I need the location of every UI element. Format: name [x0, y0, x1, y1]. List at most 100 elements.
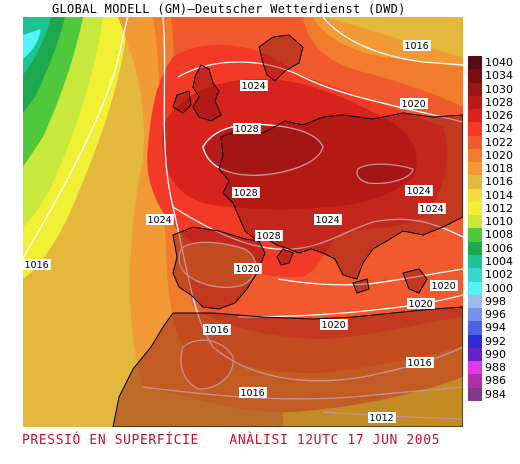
legend-swatch	[468, 361, 482, 375]
legend-swatch	[468, 321, 482, 335]
iberian-peninsula	[172, 226, 266, 310]
legend-row: 1000	[468, 281, 518, 295]
svg-text:1016: 1016	[408, 358, 432, 369]
pressure-legend: 1040 1034 1030 1028 1026 1024 1022 1020 1018 1016…	[468, 56, 518, 401]
legend-swatch	[468, 281, 482, 295]
field-1004	[23, 17, 51, 75]
isobar-label: 1016	[406, 357, 434, 369]
legend-row: 1020	[468, 148, 518, 163]
legend-swatch	[468, 69, 482, 83]
legend-swatch	[468, 374, 482, 388]
legend-swatch	[468, 268, 482, 282]
legend-label: 998	[485, 294, 506, 308]
legend-row: 984	[468, 387, 518, 401]
legend-swatch	[468, 294, 482, 309]
legend-swatch	[468, 95, 482, 110]
isobar-labels: 1016 1024 1020 1028 1028 1024 1024 1024 1028 1024…	[23, 40, 458, 424]
isobars	[23, 17, 463, 420]
legend-swatch	[468, 188, 482, 202]
legend-row: 1028	[468, 95, 518, 110]
svg-text:1016: 1016	[25, 260, 49, 271]
legend-row: 1012	[468, 201, 518, 216]
legend-label: 996	[485, 308, 506, 322]
pressure-map: 1016 1024 1020 1028 1028 1024 1024 1024 1028 1024…	[23, 17, 463, 427]
ireland	[172, 90, 192, 114]
legend-swatch	[468, 215, 482, 229]
svg-text:1016: 1016	[241, 388, 265, 399]
svg-text:1024: 1024	[148, 215, 172, 226]
scandinavia	[258, 34, 304, 82]
field-1000	[23, 29, 41, 59]
legend-label: 1020	[485, 148, 513, 162]
legend-swatch	[468, 228, 482, 242]
svg-text:1012: 1012	[370, 413, 394, 424]
legend-row: 1006	[468, 241, 518, 255]
svg-text:1016: 1016	[405, 41, 429, 52]
legend-label: 1012	[485, 201, 513, 215]
isobar-label: 1016	[203, 324, 231, 336]
legend-row: 1022	[468, 135, 518, 149]
isobar-label: 1020	[430, 280, 458, 292]
legend-label: 1018	[485, 162, 513, 176]
legend-label: 1024	[485, 122, 513, 136]
svg-text:1020: 1020	[322, 320, 346, 331]
legend-row: 986	[468, 374, 518, 388]
map-title: GLOBAL MODELL (GM)—Deutscher Wetterdiens…	[52, 2, 406, 16]
isobar-label: 1024	[240, 80, 268, 92]
north-africa	[112, 306, 463, 427]
legend-swatch	[468, 56, 482, 70]
isobar-label: 1016	[239, 387, 267, 399]
legend-label: 1034	[485, 69, 513, 83]
legend-swatch	[468, 387, 482, 401]
legend-row: 1026	[468, 109, 518, 123]
field-1028-alps	[356, 163, 414, 185]
isobar-label: 1020	[320, 319, 348, 331]
isobar-label: 1024	[418, 203, 446, 215]
legend-label: 990	[485, 347, 506, 361]
legend-label: 1010	[485, 215, 513, 229]
legend-label: 1028	[485, 95, 513, 109]
isobar-label: 1028	[255, 230, 283, 242]
isobar-label: 1028	[232, 187, 260, 199]
legend-swatch	[468, 308, 482, 322]
svg-text:1020: 1020	[236, 264, 260, 275]
caption-left: PRESSIÓ EN SUPERFÍCIE	[22, 433, 199, 448]
isobar-label: 1016	[23, 259, 51, 271]
isobar-label: 1020	[400, 98, 428, 110]
legend-swatch	[468, 254, 482, 269]
isobar-label: 1016	[403, 40, 431, 52]
legend-swatch	[468, 175, 482, 189]
legend-label: 1022	[485, 135, 513, 149]
svg-text:1020: 1020	[432, 281, 456, 292]
legend-label: 988	[485, 361, 506, 375]
legend-label: 1026	[485, 109, 513, 123]
svg-text:1028: 1028	[235, 124, 259, 135]
legend-row: 998	[468, 294, 518, 309]
sardinia	[276, 248, 294, 266]
isobar-label: 1012	[368, 412, 396, 424]
legend-row: 1030	[468, 82, 518, 96]
isobar-label: 1024	[405, 185, 433, 197]
legend-label: 992	[485, 334, 506, 348]
isobar-label: 1024	[314, 214, 342, 226]
legend-swatch	[468, 82, 482, 96]
svg-text:1028: 1028	[257, 231, 281, 242]
great-britain	[192, 64, 222, 122]
isobar-label: 1024	[146, 214, 174, 226]
legend-row: 988	[468, 361, 518, 375]
caption: PRESSIÓ EN SUPERFÍCIE ANÀLISI 12UTC 17 J…	[22, 433, 440, 448]
legend-row: 1010	[468, 215, 518, 229]
legend-row: 1002	[468, 268, 518, 282]
svg-text:1028: 1028	[234, 188, 258, 199]
legend-row: 1024	[468, 122, 518, 136]
legend-row: 992	[468, 334, 518, 348]
svg-text:1024: 1024	[407, 186, 431, 197]
legend-swatch	[468, 148, 482, 163]
isobar-label: 1020	[407, 298, 435, 310]
svg-text:1024: 1024	[316, 215, 340, 226]
legend-swatch	[468, 241, 482, 255]
svg-text:1020: 1020	[409, 299, 433, 310]
svg-text:1016: 1016	[205, 325, 229, 336]
legend-row: 996	[468, 308, 518, 322]
legend-label: 1016	[485, 175, 513, 189]
